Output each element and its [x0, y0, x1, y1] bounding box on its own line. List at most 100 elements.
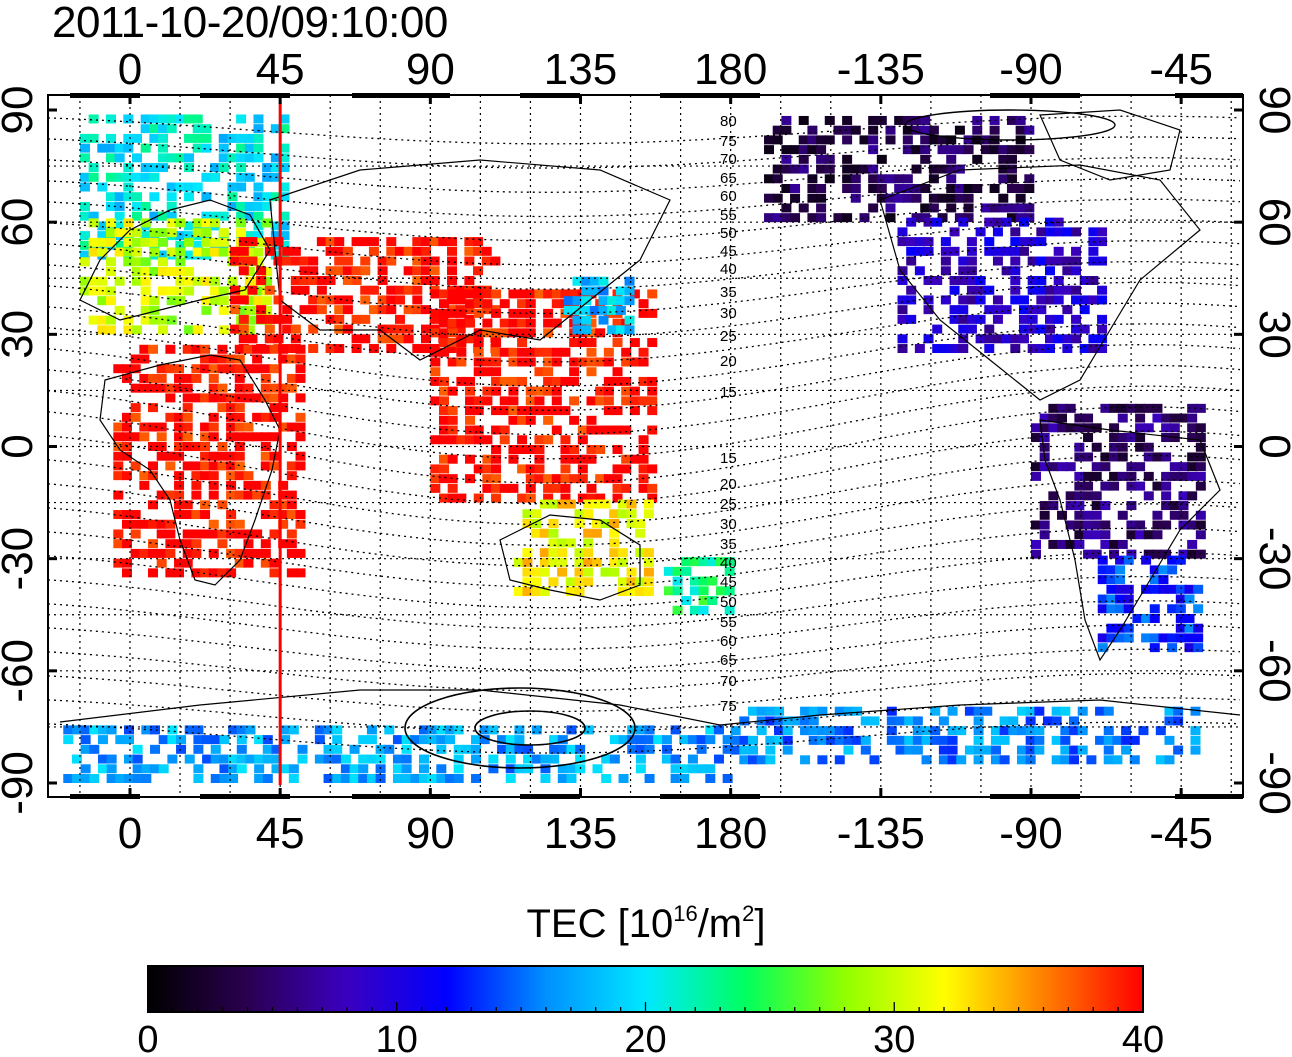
tec-cell	[543, 474, 554, 484]
tec-cell	[816, 193, 827, 203]
right-tick	[1234, 445, 1244, 448]
tec-cell	[817, 726, 828, 736]
tec-cell	[1062, 256, 1073, 266]
tec-cell	[149, 305, 160, 315]
tec-cell	[902, 125, 913, 135]
tec-cell	[635, 764, 646, 774]
tec-cell	[366, 725, 377, 735]
tec-cell	[132, 744, 143, 754]
tec-cell	[1178, 510, 1189, 520]
tec-cell	[148, 373, 159, 383]
tec-cell	[140, 163, 151, 173]
tec-cell	[508, 483, 519, 493]
tec-cell	[672, 566, 683, 576]
tec-cell	[1106, 565, 1117, 575]
tec-cell	[958, 266, 969, 276]
contour-label: 65	[720, 652, 737, 669]
tec-cell	[217, 461, 228, 471]
tec-cell	[549, 744, 560, 754]
tec-cell	[860, 716, 871, 726]
tec-cell	[481, 305, 492, 315]
tec-cell	[923, 275, 934, 285]
tec-cell	[473, 338, 484, 348]
tec-cell	[1117, 471, 1128, 481]
tec-cell	[114, 240, 125, 250]
tec-cell	[1095, 735, 1106, 745]
tec-cell	[499, 425, 510, 435]
tec-cell	[79, 240, 90, 250]
contour-label: 50	[720, 225, 737, 242]
tec-cell	[627, 744, 638, 754]
tec-cell	[410, 735, 421, 745]
tec-cell	[499, 328, 510, 338]
tec-cell	[227, 153, 238, 163]
europe-outline	[79, 199, 271, 321]
tec-cell	[499, 483, 510, 493]
tec-cell	[984, 285, 995, 295]
tec-cell	[1074, 452, 1085, 462]
tec-cell	[764, 174, 775, 184]
tec-cell	[234, 412, 245, 422]
tec-cell	[569, 367, 580, 377]
tec-cell	[176, 735, 187, 745]
tec-cell	[208, 568, 219, 578]
tec-cell	[612, 464, 623, 474]
tec-cell	[217, 364, 228, 374]
tec-cell	[894, 174, 905, 184]
tec-cell	[980, 145, 991, 155]
tec-cell	[97, 237, 108, 247]
tec-cell	[368, 237, 379, 247]
tec-cell	[517, 415, 528, 425]
tec-cell	[174, 412, 185, 422]
tec-cell	[174, 451, 185, 461]
tec-cell	[644, 725, 655, 735]
tec-cell	[130, 354, 141, 364]
left-axis-label: 90	[0, 86, 42, 135]
tec-cell	[906, 246, 917, 256]
tec-cell	[192, 114, 203, 124]
tec-cell	[262, 218, 273, 228]
tec-cell	[715, 586, 726, 596]
tec-cell	[1195, 530, 1206, 540]
tec-cell	[947, 755, 958, 765]
tec-cell	[850, 125, 861, 135]
tec-cell	[148, 383, 159, 393]
tec-cell	[182, 412, 193, 422]
tec-cell	[566, 774, 577, 783]
tec-cell	[627, 735, 638, 745]
tec-cell	[638, 308, 649, 318]
tec-cell	[286, 510, 297, 520]
tec-cell	[1109, 442, 1120, 452]
tec-cell	[603, 474, 614, 484]
tec-cell	[182, 461, 193, 471]
tec-cell	[210, 247, 221, 257]
tec-cell	[286, 529, 297, 539]
tec-cell	[360, 285, 371, 295]
tec-cell	[551, 396, 562, 406]
tec-cell	[998, 203, 1009, 213]
tec-cell	[949, 285, 960, 295]
tec-cell	[973, 755, 984, 765]
tec-cell	[1027, 324, 1038, 334]
tec-cell	[80, 764, 91, 774]
tec-cell	[1088, 275, 1099, 285]
tec-cell	[132, 201, 143, 211]
tec-cell	[256, 305, 267, 315]
tec-cell	[1071, 295, 1082, 305]
tec-cell	[280, 735, 291, 745]
tec-cell	[1152, 510, 1163, 520]
tec-cell	[218, 305, 229, 315]
tec-cell	[490, 256, 501, 266]
tec-cell	[609, 735, 620, 745]
tec-cell	[279, 143, 290, 153]
tec-cell	[1109, 423, 1120, 433]
tec-cell	[456, 308, 467, 318]
tec-cell	[551, 299, 562, 309]
tec-cell	[1123, 584, 1134, 594]
tec-cell	[626, 567, 637, 577]
tec-cell	[175, 257, 186, 267]
tec-cell	[1027, 285, 1038, 295]
tec-cell	[290, 275, 301, 285]
tec-cell	[513, 557, 524, 567]
tec-cell	[595, 396, 606, 406]
